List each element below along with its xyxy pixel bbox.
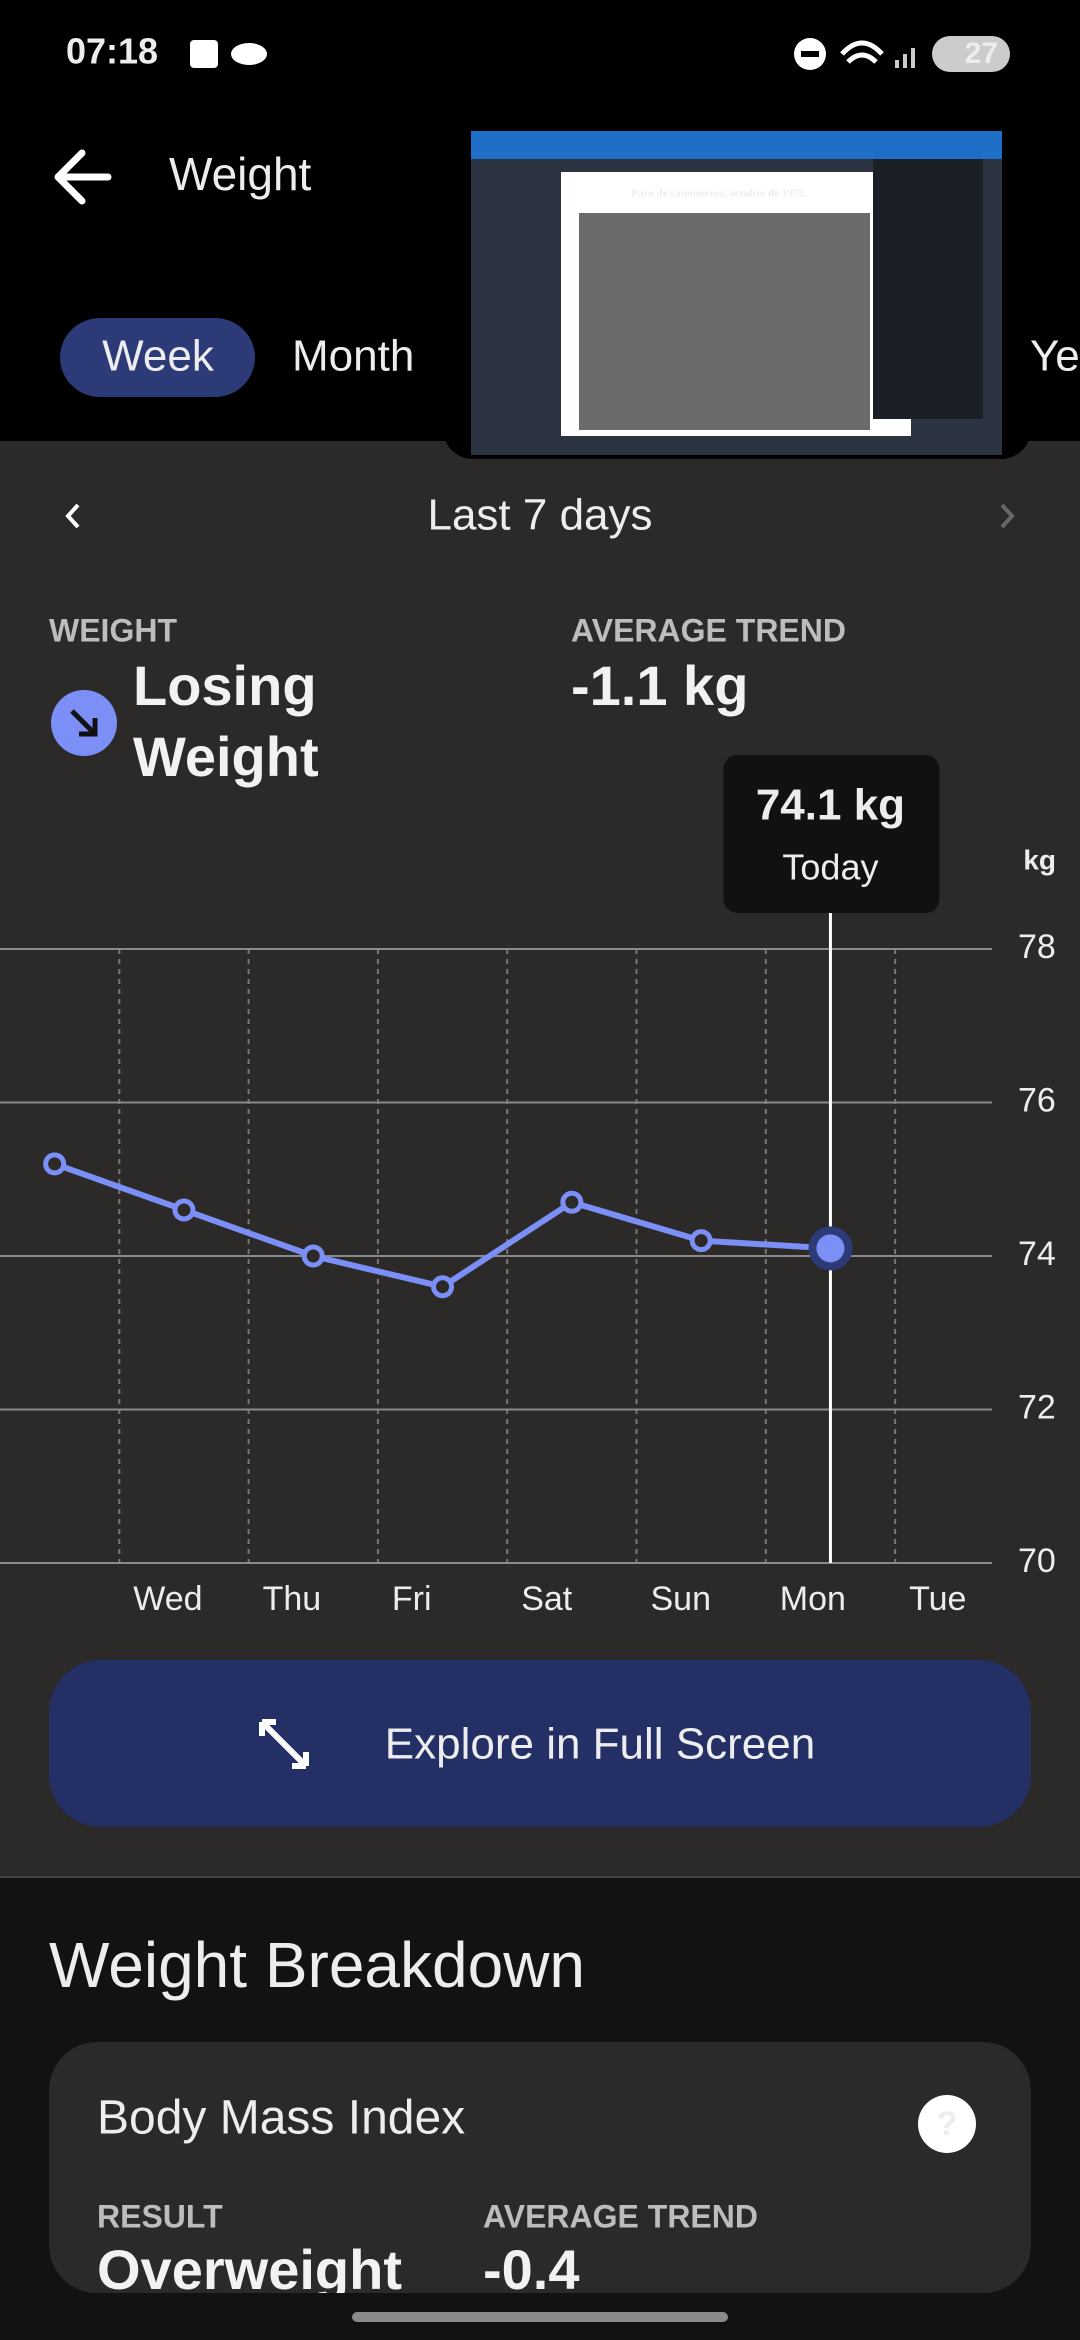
card-title: Body Mass Index xyxy=(97,2092,465,2145)
x-tick-label: Fri xyxy=(392,1580,432,1618)
selected-point xyxy=(816,1234,845,1263)
pip-photo xyxy=(579,213,870,430)
tooltip-value: 74.1 kg xyxy=(756,781,905,830)
status-icon xyxy=(231,43,267,65)
chart-section-bg xyxy=(0,441,1080,1877)
weight-status: Losing xyxy=(133,654,317,717)
tab[interactable]: Month xyxy=(292,332,414,381)
y-tick-label: 74 xyxy=(1018,1235,1056,1273)
status-icon xyxy=(190,40,218,68)
trend-caption: AVERAGE TREND xyxy=(571,612,846,648)
status-time: 07:18 xyxy=(66,31,158,72)
x-tick-label: Tue xyxy=(909,1580,966,1618)
y-tick-label: 78 xyxy=(1018,928,1056,966)
card-bg xyxy=(49,2042,1031,2293)
next-button[interactable] xyxy=(1000,503,1015,529)
wifi-icon xyxy=(840,40,884,64)
weight-caption: WEIGHT xyxy=(49,612,177,648)
range-label: Last 7 days xyxy=(427,491,652,540)
weight-status: Weight xyxy=(133,725,319,788)
y-tick-label: 76 xyxy=(1018,1081,1056,1119)
x-tick-label: Sat xyxy=(521,1580,573,1618)
result-caption: RESULT xyxy=(97,2198,223,2234)
point xyxy=(689,1229,713,1253)
trend-caption: AVERAGE TREND xyxy=(483,2198,758,2234)
pip-window[interactable]: Paro de camioneros, octubre de 1972. xyxy=(443,128,1031,459)
point xyxy=(301,1244,325,1268)
explore-label[interactable]: Explore in Full Screen xyxy=(385,1720,815,1769)
y-tick-label: 72 xyxy=(1018,1388,1056,1426)
tab-selected-bg[interactable] xyxy=(60,318,255,397)
y-tick-label: 70 xyxy=(1018,1542,1056,1580)
signal-icon xyxy=(895,48,915,68)
tab[interactable]: Week xyxy=(102,332,215,381)
point xyxy=(172,1198,196,1222)
pip-chat xyxy=(873,159,983,419)
back-button[interactable] xyxy=(54,149,112,205)
trend-arrow xyxy=(70,709,98,737)
tooltip xyxy=(723,755,940,913)
weight-chart: kg Wed Thu Fri Sat Sun Mon Tue 70 72 74 76 78 74.1 kg… xyxy=(0,755,1056,1618)
bmi-card: Body Mass Index ? RESULT Overweight AVER… xyxy=(49,2042,1031,2301)
tab[interactable]: Year xyxy=(1030,332,1080,381)
help-button[interactable] xyxy=(918,2095,976,2153)
trend-value: -1.1 kg xyxy=(571,654,748,717)
prev-button[interactable] xyxy=(65,503,80,529)
section-title: Weight Breakdown xyxy=(49,1929,585,2001)
explore-button[interactable] xyxy=(49,1660,1031,1827)
tooltip-day: Today xyxy=(782,847,878,888)
point xyxy=(431,1275,455,1299)
x-tick-label: Thu xyxy=(263,1580,322,1618)
help-icon[interactable]: ? xyxy=(937,2105,958,2143)
page-title: Weight xyxy=(169,148,312,200)
trend-value: -0.4 xyxy=(483,2238,580,2301)
battery xyxy=(932,36,1010,72)
x-tick-label: Sun xyxy=(651,1580,712,1618)
expand-icon xyxy=(259,1719,309,1769)
point xyxy=(560,1190,584,1214)
pip-browser-bar xyxy=(471,131,1002,159)
result-value: Overweight xyxy=(97,2238,402,2301)
x-tick-label: Wed xyxy=(133,1580,202,1618)
battery-level: 27 xyxy=(965,37,998,70)
x-tick-label: Mon xyxy=(780,1580,846,1618)
pip-caption: Paro de camioneros, octubre de 1972. xyxy=(631,188,806,200)
y-unit: kg xyxy=(1023,844,1056,875)
dnd-icon-bar xyxy=(801,51,819,57)
home-indicator[interactable] xyxy=(352,2312,728,2322)
point xyxy=(43,1152,67,1176)
